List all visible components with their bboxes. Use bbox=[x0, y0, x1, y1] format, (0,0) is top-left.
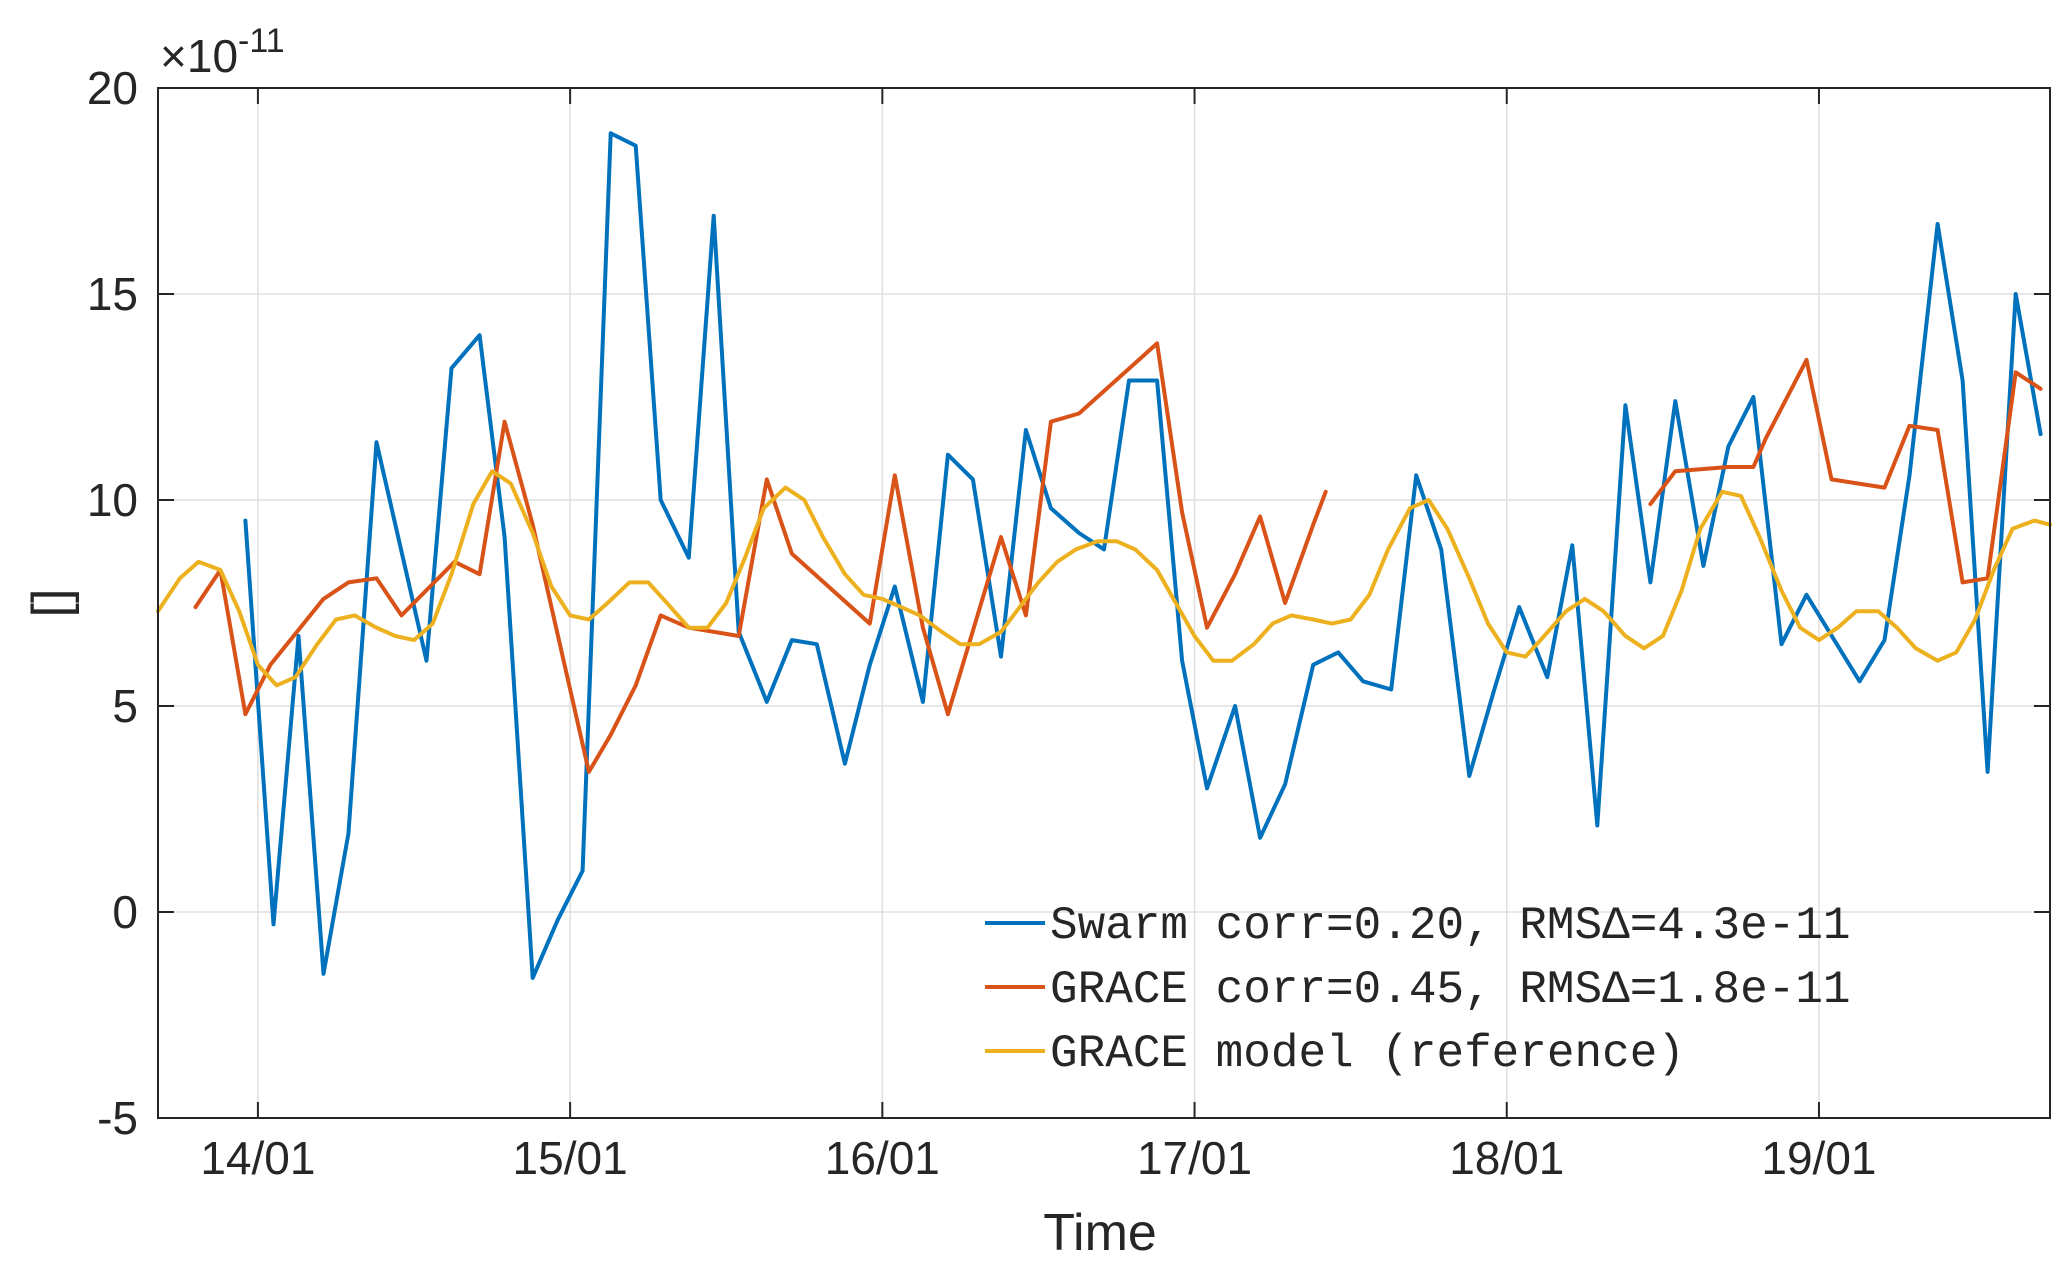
x-tick-label: 18/01 bbox=[1449, 1132, 1564, 1184]
x-tick-label: 16/01 bbox=[825, 1132, 940, 1184]
y-tick-label: 10 bbox=[87, 474, 138, 526]
x-tick-label: 17/01 bbox=[1137, 1132, 1252, 1184]
plot-background bbox=[158, 88, 2050, 1118]
y-tick-label: 0 bbox=[112, 886, 138, 938]
y-tick-label: 20 bbox=[87, 62, 138, 114]
y-exponent-power: -11 bbox=[238, 22, 285, 60]
x-axis-title: Time bbox=[1043, 1204, 1157, 1262]
x-tick-label: 14/01 bbox=[200, 1132, 315, 1184]
series-group bbox=[156, 131, 2052, 980]
y-tick-label: 5 bbox=[112, 680, 138, 732]
series-line-grace bbox=[1648, 357, 2043, 585]
series-line-grace-model bbox=[156, 469, 2052, 688]
y-tick-label: 15 bbox=[87, 268, 138, 320]
grid bbox=[158, 88, 2050, 1118]
x-tick-label: 19/01 bbox=[1761, 1132, 1876, 1184]
ticks: 14/01 15/01 16/01 17/01 18/01 19/01 20 15 10 5 0 -5 bbox=[87, 62, 2050, 1184]
y-axis-title: [] bbox=[22, 589, 80, 618]
legend: Swarm corr=0.20, RMSΔ=4.3e-11 GRACE corr… bbox=[985, 900, 1851, 1080]
legend-label-grace-model: GRACE model (reference) bbox=[1050, 1028, 1685, 1080]
y-exponent-base: ×10 bbox=[160, 30, 238, 82]
plot-frame bbox=[157, 87, 2051, 1119]
series-line-grace bbox=[193, 341, 1328, 774]
y-tick-label: -5 bbox=[97, 1092, 138, 1144]
y-exponent-label: ×10-11 bbox=[160, 22, 285, 82]
x-tick-label: 15/01 bbox=[513, 1132, 628, 1184]
legend-label-grace: GRACE corr=0.45, RMSΔ=1.8e-11 bbox=[1050, 964, 1851, 1016]
legend-label-swarm: Swarm corr=0.20, RMSΔ=4.3e-11 bbox=[1050, 900, 1851, 952]
